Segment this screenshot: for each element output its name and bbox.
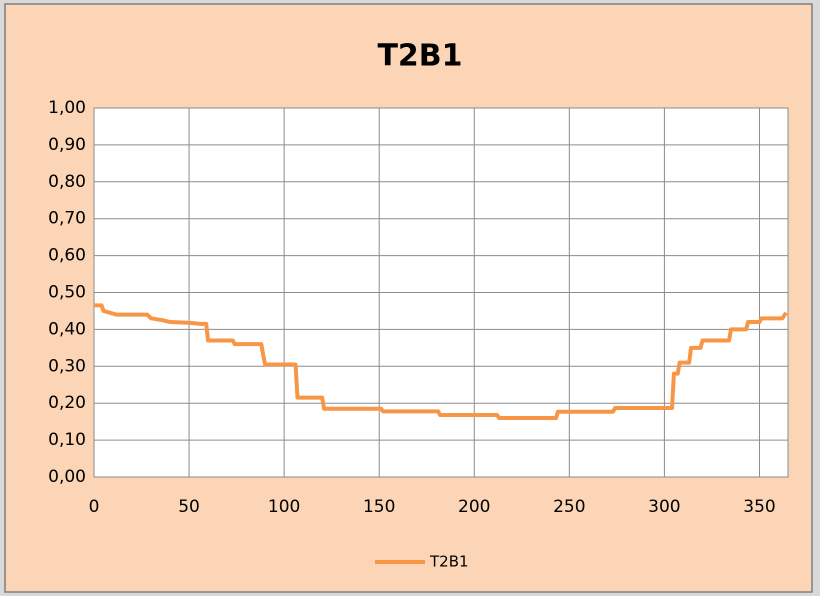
y-tick-label: 0,30 xyxy=(48,356,86,376)
x-tick-label: 100 xyxy=(268,497,300,517)
y-tick-label: 0,10 xyxy=(48,430,86,450)
x-tick-label: 0 xyxy=(89,497,100,517)
y-tick-label: 0,80 xyxy=(48,172,86,192)
y-tick-label: 0,00 xyxy=(48,467,86,487)
y-tick-label: 0,40 xyxy=(48,319,86,339)
x-tick-label: 300 xyxy=(648,497,680,517)
y-tick-label: 0,50 xyxy=(48,283,86,303)
y-tick-label: 0,60 xyxy=(48,246,86,266)
x-tick-label: 150 xyxy=(363,497,395,517)
x-tick-label: 350 xyxy=(743,497,775,517)
chart-title: T2B1 xyxy=(377,39,462,74)
y-tick-label: 0,70 xyxy=(48,209,86,229)
y-tick-label: 1,00 xyxy=(48,98,86,118)
legend-label: T2B1 xyxy=(429,553,469,571)
x-tick-label: 200 xyxy=(458,497,490,517)
y-tick-label: 0,20 xyxy=(48,393,86,413)
x-tick-label: 250 xyxy=(553,497,585,517)
data-line xyxy=(94,303,788,420)
plot-border xyxy=(93,107,789,478)
x-tick-label: 50 xyxy=(178,497,200,517)
y-tick-label: 0,90 xyxy=(48,135,86,155)
